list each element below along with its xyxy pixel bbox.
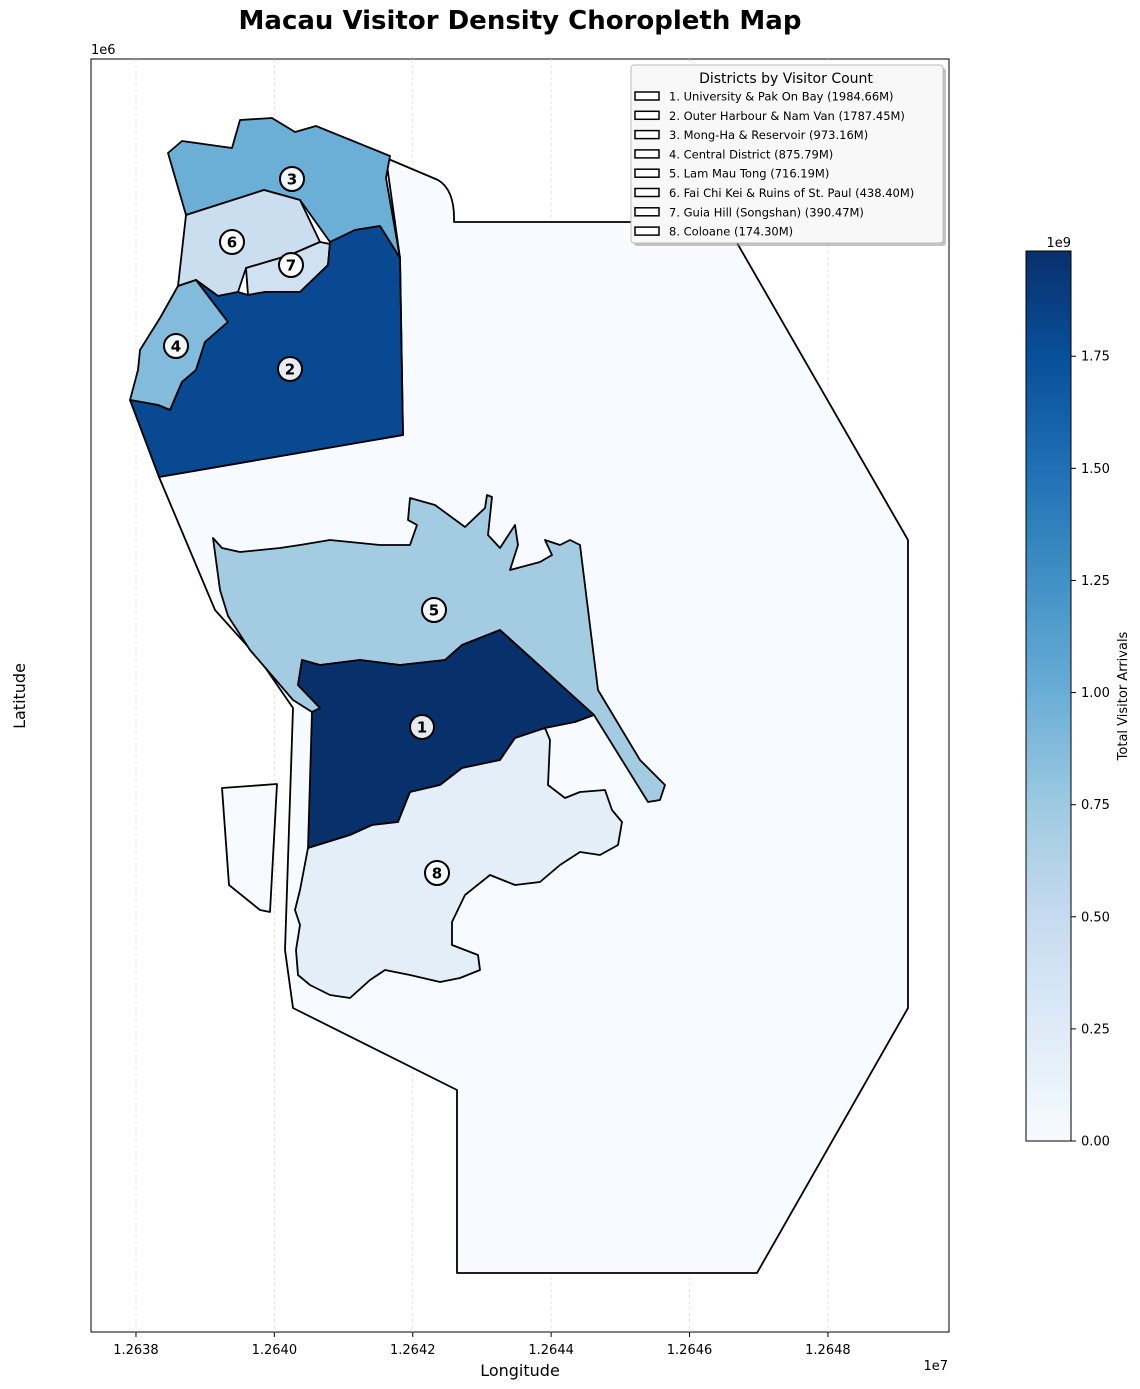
x-axis-multiplier: 1e7 [923, 1359, 948, 1374]
district-marker-label: 2 [285, 361, 295, 379]
colorbar-gradient [1025, 250, 1072, 1142]
district-marker-1: 1 [409, 714, 435, 740]
colorbar-tick-label: 1.25 [1081, 574, 1110, 589]
district-marker-6: 6 [219, 229, 245, 255]
colorbar-tick-label: 1.50 [1081, 462, 1110, 477]
map-regions [129, 117, 909, 1274]
district-marker-label: 8 [432, 865, 442, 883]
legend-swatch [634, 226, 660, 236]
y-axis-label: Latitude [10, 663, 29, 729]
legend-entry: 8. Coloane (174.30M) [669, 225, 793, 239]
colorbar: 0.00 0.25 0.50 0.75 1.00 1.25 1.50 1.75 1e9 Tot… [1025, 236, 1131, 1150]
region-2 [129, 225, 404, 478]
x-axis-label: Longitude [480, 1361, 560, 1380]
legend-swatch [634, 129, 660, 140]
colorbar-label: Total Visitor Arrivals [1116, 631, 1131, 761]
district-marker-8: 8 [424, 860, 450, 886]
colorbar-tick-label: 1.00 [1081, 686, 1110, 701]
x-tick-label: 1.2648 [805, 1343, 851, 1358]
district-markers: 1 2 3 4 5 6 7 8 [163, 166, 450, 886]
district-marker-label: 3 [287, 171, 297, 189]
legend-entry: 7. Guia Hill (Songshan) (390.47M) [669, 205, 864, 219]
legend-swatch [634, 168, 660, 178]
x-tick-label: 1.2638 [113, 1343, 159, 1358]
region-8 [294, 727, 623, 999]
legend-entry: 6. Fai Chi Kei & Ruins of St. Paul (438.… [669, 186, 914, 200]
colorbar-tick-label: 1.75 [1081, 350, 1110, 365]
x-tick-label: 1.2640 [252, 1343, 298, 1358]
legend-swatch [634, 91, 660, 101]
colorbar-tick-label: 0.25 [1081, 1022, 1110, 1037]
colorbar-multiplier: 1e9 [1046, 236, 1071, 251]
district-marker-label: 6 [227, 234, 237, 252]
district-marker-3: 3 [279, 166, 305, 192]
legend-entry: 1. University & Pak On Bay (1984.66M) [669, 90, 894, 104]
district-marker-label: 7 [286, 257, 296, 275]
legend-swatch [634, 110, 660, 121]
x-axis-ticks: 1.2638 1.2640 1.2642 1.2644 1.2646 1.2648 [113, 1332, 851, 1358]
legend-swatch [634, 207, 660, 217]
legend-entry: 2. Outer Harbour & Nam Van (1787.45M) [669, 109, 905, 123]
legend-swatch [634, 149, 660, 159]
x-tick-label: 1.2642 [390, 1343, 436, 1358]
district-marker-label: 4 [171, 338, 181, 356]
district-marker-4: 4 [163, 333, 189, 359]
y-axis-multiplier: 1e6 [91, 43, 116, 58]
legend-entry: 3. Mong-Ha & Reservoir (973.16M) [669, 128, 868, 142]
legend-swatch [634, 187, 660, 198]
legend-entry: 5. Lam Mau Tong (716.19M) [669, 167, 829, 181]
x-tick-label: 1.2646 [667, 1343, 713, 1358]
colorbar-tick-label: 0.00 [1081, 1135, 1110, 1150]
legend: Districts by Visitor Count 1. University… [630, 64, 946, 246]
colorbar-tick-label: 0.75 [1081, 798, 1110, 813]
district-marker-5: 5 [421, 597, 447, 623]
colorbar-tick-label: 0.50 [1081, 910, 1110, 925]
district-marker-label: 1 [417, 719, 427, 737]
district-marker-2: 2 [277, 356, 303, 382]
legend-entry: 4. Central District (875.79M) [669, 147, 833, 161]
region-small-island [221, 783, 278, 913]
district-marker-label: 5 [429, 602, 439, 620]
district-marker-7: 7 [278, 252, 304, 278]
legend-title: Districts by Visitor Count [699, 71, 873, 87]
x-tick-label: 1.2644 [528, 1343, 574, 1358]
chart-title: Macau Visitor Density Choropleth Map [238, 6, 802, 36]
